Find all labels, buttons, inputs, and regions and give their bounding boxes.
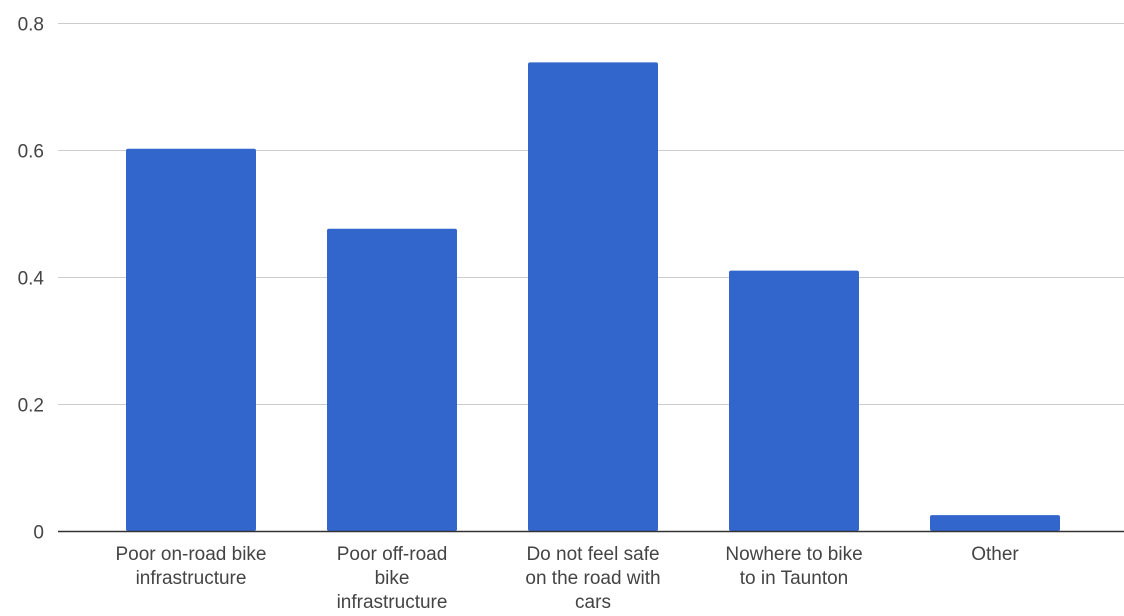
y-axis-tick-labels: 0 0.2 0.4 0.6 0.8 <box>18 15 45 544</box>
y-tick-label: 0 <box>33 523 44 544</box>
y-tick-label: 0.6 <box>18 142 44 163</box>
bar <box>930 515 1060 531</box>
x-tick-label: Do not feel safe on the road with cars <box>525 544 660 611</box>
x-tick-label: Nowhere to bike to in Taunton <box>725 544 862 589</box>
x-tick-label: Poor off-road bike infrastructure <box>337 544 448 611</box>
y-tick-label: 0.2 <box>18 396 44 417</box>
x-axis-tick-labels: Poor on-road bike infrastructure Poor off-… <box>115 544 1019 613</box>
x-tick-label: Poor on-road bike infrastructure <box>115 544 266 589</box>
y-tick-label: 0.4 <box>18 269 45 290</box>
bar <box>528 62 658 532</box>
bars <box>126 62 1060 532</box>
bar <box>729 270 859 531</box>
y-tick-label: 0.8 <box>18 15 44 36</box>
bar <box>327 228 457 532</box>
bar <box>126 148 256 532</box>
x-tick-label: Other <box>971 544 1019 565</box>
